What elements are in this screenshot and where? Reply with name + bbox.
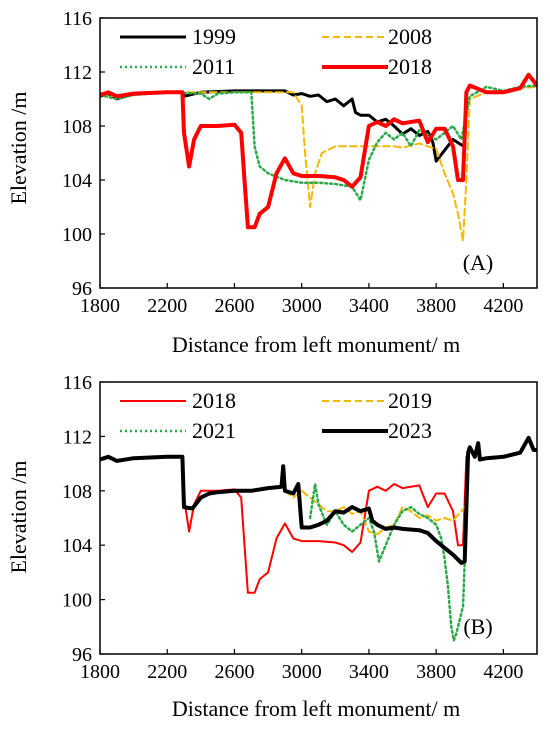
- y-tick-label: 112: [63, 426, 92, 448]
- x-tick-label: 2200: [147, 661, 187, 683]
- x-axis-title: Distance from left monument/ m: [172, 332, 460, 357]
- x-tick-label: 3000: [282, 661, 322, 683]
- panel-label: (A): [463, 250, 494, 275]
- y-tick-label: 104: [62, 535, 92, 557]
- y-tick-label: 108: [62, 116, 92, 138]
- panel-b: Elevation /m 96 100 104 108 112 116 1800 2200 2…: [6, 372, 538, 721]
- panel-label: (B): [463, 614, 492, 639]
- series-line-2018: [100, 72, 537, 230]
- x-tick-label: 3400: [349, 661, 389, 683]
- panel-a: Elevation /m 96 100 104 108 112 116 1800 2200 2…: [6, 8, 538, 357]
- series-line-2018: [181, 455, 468, 594]
- plot-area: [100, 72, 537, 242]
- x-tick-label: 2200: [147, 295, 187, 317]
- x-axis-title: Distance from left monument/ m: [172, 696, 460, 721]
- legend-label-2021: 2021: [192, 418, 236, 443]
- x-tick-label: 2600: [214, 661, 254, 683]
- y-tick-label: 96: [72, 278, 92, 300]
- x-tick-labels: 1800 2200 2600 3000 3400 3800 4200: [80, 649, 523, 683]
- y-tick-label: 96: [72, 644, 92, 666]
- plot-area: [100, 435, 537, 642]
- y-tick-labels: 96 100 104 108 112 116: [62, 8, 105, 300]
- x-tick-labels: 1800 2200 2600 3000 3400 3800 4200: [80, 283, 523, 317]
- y-tick-labels: 96 100 104 108 112 116: [62, 372, 105, 666]
- legend-label-2023: 2023: [388, 418, 432, 443]
- series-line-2011: [100, 84, 537, 202]
- legend-label-2018: 2018: [388, 54, 432, 79]
- legend-label-2019: 2019: [388, 388, 432, 413]
- y-tick-label: 100: [62, 590, 92, 612]
- legend-label-2008: 2008: [388, 24, 432, 49]
- legend-label-1999: 1999: [192, 24, 236, 49]
- series-line-2023: [100, 435, 537, 565]
- x-tick-label: 3800: [416, 661, 456, 683]
- series-line-2008: [100, 85, 537, 242]
- y-axis-title: Elevation /m: [6, 460, 31, 573]
- y-tick-label: 104: [62, 170, 92, 192]
- series-line-2019: [283, 489, 468, 536]
- series-line-1999: [100, 89, 467, 163]
- x-tick-label: 4200: [483, 661, 523, 683]
- y-tick-label: 100: [62, 224, 92, 246]
- x-tick-label: 3400: [349, 295, 389, 317]
- y-tick-label: 116: [63, 372, 92, 394]
- x-tick-label: 1800: [80, 661, 120, 683]
- x-tick-label: 1800: [80, 295, 120, 317]
- plot-frame: [99, 381, 538, 655]
- x-tick-label: 3000: [282, 295, 322, 317]
- legend: 2018 2019 2021 2023: [120, 388, 432, 443]
- y-tick-label: 116: [63, 8, 92, 30]
- x-tick-label: 4200: [483, 295, 523, 317]
- legend: 1999 2008 2011 2018: [120, 24, 432, 79]
- legend-label-2018: 2018: [192, 388, 236, 413]
- x-tick-label: 2600: [214, 295, 254, 317]
- plot-frame: [99, 17, 538, 289]
- y-tick-label: 112: [63, 62, 92, 84]
- y-tick-label: 108: [62, 481, 92, 503]
- series-line-2021: [308, 482, 468, 642]
- legend-label-2011: 2011: [192, 54, 235, 79]
- x-tick-label: 3800: [416, 295, 456, 317]
- y-axis-title: Elevation /m: [6, 91, 31, 204]
